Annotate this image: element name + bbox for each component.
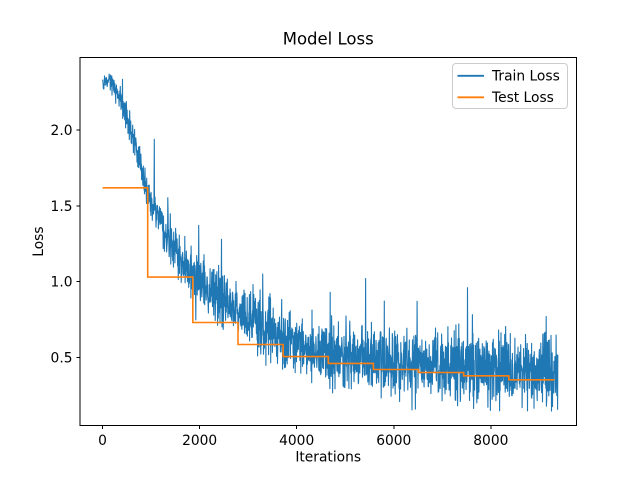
y-tick-label: 1.5 (51, 199, 73, 215)
legend-train-label: Train Loss (491, 69, 560, 85)
y-tick-label: 2.0 (51, 123, 73, 139)
train-loss-line (102, 73, 559, 412)
chart-title: Model Loss (283, 30, 374, 49)
axes-frame (79, 57, 577, 426)
x-tick-label: 0 (98, 433, 107, 449)
legend-test-label: Test Loss (491, 90, 554, 106)
y-tick-label: 0.5 (51, 350, 73, 366)
y-tick-label: 1.0 (51, 275, 73, 291)
axis-tick-labels: 0 2000 4000 6000 8000 0.5 1.0 1.5 2.0 (51, 123, 509, 449)
x-tick-label: 4000 (279, 433, 314, 449)
test-loss-line (102, 187, 555, 381)
legend: Train Loss Test Loss (452, 63, 568, 109)
x-tick-label: 6000 (376, 433, 411, 449)
x-axis-label: Iterations (295, 450, 361, 466)
x-tick-label: 8000 (473, 433, 508, 449)
axis-tick-marks (76, 129, 492, 430)
x-tick-label: 2000 (182, 433, 217, 449)
y-axis-label: Loss (31, 226, 47, 256)
